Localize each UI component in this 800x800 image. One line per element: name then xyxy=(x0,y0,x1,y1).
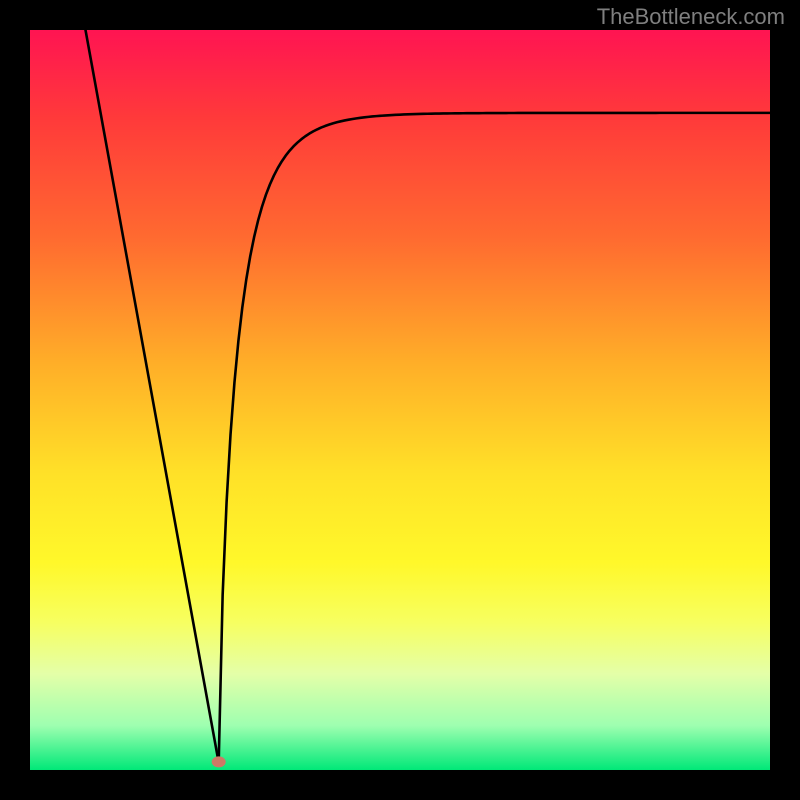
chart-frame: TheBottleneck.com xyxy=(0,0,800,800)
vertex-marker xyxy=(212,756,226,767)
gradient-plot xyxy=(30,30,770,770)
marker-layer xyxy=(212,756,226,767)
watermark-text: TheBottleneck.com xyxy=(565,4,785,30)
plot-background xyxy=(30,30,770,770)
